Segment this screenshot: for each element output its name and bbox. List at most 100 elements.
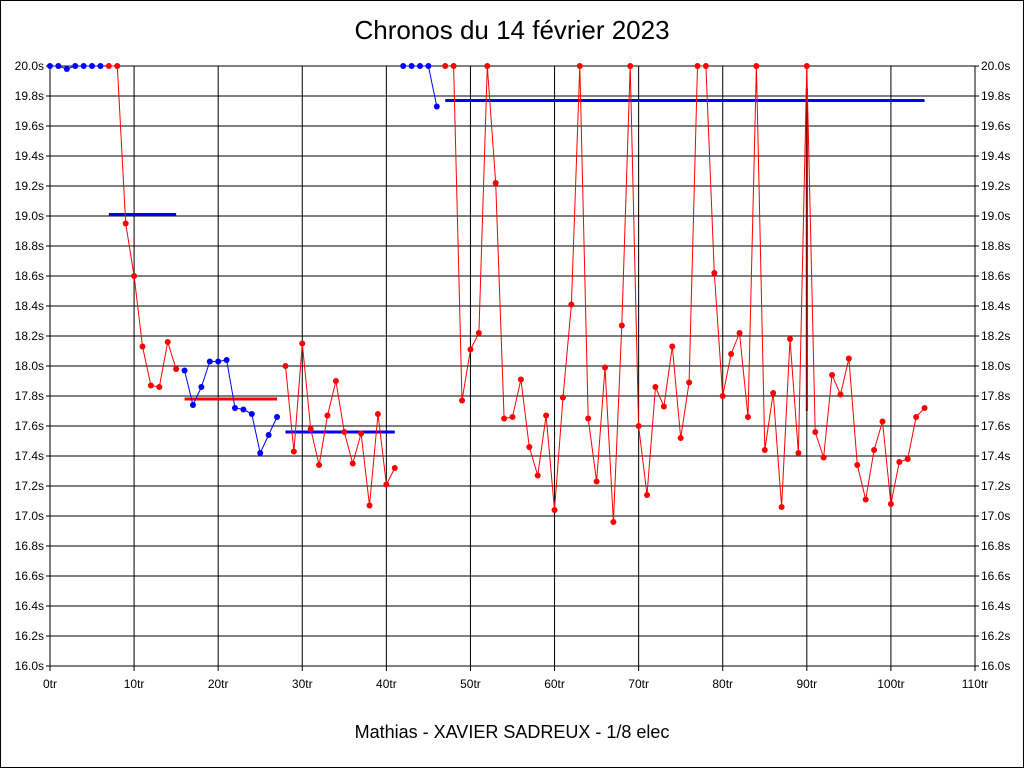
series-line: [285, 343, 396, 506]
y-tick-label-right: 17.0s: [981, 509, 1010, 523]
data-point: [97, 63, 104, 69]
data-point: [501, 415, 508, 422]
y-tick-label-right: 16.0s: [981, 659, 1010, 673]
series-line: [108, 65, 177, 388]
y-tick-label-right: 19.0s: [981, 209, 1010, 223]
data-point: [509, 414, 516, 420]
data-point: [778, 504, 785, 510]
y-tick-label-left: 18.6s: [15, 269, 44, 283]
data-point: [80, 63, 87, 69]
series-4: [400, 63, 440, 110]
x-tick-label: 30tr: [292, 677, 313, 691]
y-tick-label-right: 17.6s: [981, 419, 1010, 433]
data-point: [332, 378, 339, 384]
data-point: [223, 357, 230, 363]
series-line: [184, 359, 278, 455]
data-point: [105, 63, 112, 69]
x-tick-label: 0tr: [43, 677, 57, 691]
y-tick-label-left: 20.0s: [15, 59, 44, 73]
axes: [46, 65, 979, 671]
y-tick-label-left: 16.2s: [15, 629, 44, 643]
x-tick-label: 90tr: [796, 677, 817, 691]
data-point: [551, 507, 558, 513]
data-point: [299, 340, 306, 347]
data-point: [349, 460, 356, 467]
data-point: [635, 423, 642, 429]
y-tick-label-left: 17.8s: [15, 389, 44, 403]
data-point: [198, 384, 205, 390]
y-tick-label-right: 19.6s: [981, 119, 1010, 133]
data-point: [845, 355, 852, 362]
y-tick-label-left: 19.8s: [15, 89, 44, 103]
data-point: [391, 465, 398, 471]
data-point: [568, 301, 575, 308]
data-point: [265, 432, 272, 438]
y-tick-label-left: 19.2s: [15, 179, 44, 193]
chart-x-label: Mathias - XAVIER SADREUX - 1/8 elec: [354, 722, 670, 742]
data-point: [257, 450, 264, 456]
y-tick-label-right: 19.8s: [981, 89, 1010, 103]
grid-lines: [49, 65, 976, 667]
data-point: [820, 454, 827, 461]
x-tick-label: 100tr: [877, 677, 904, 691]
data-point: [72, 63, 79, 69]
data-point: [627, 63, 634, 69]
y-tick-label-right: 16.8s: [981, 539, 1010, 553]
data-point: [761, 447, 768, 453]
tick-labels: 0tr 10tr 20tr 30tr 40tr 50tr 60tr 70tr 80tr 90tr 1…: [15, 59, 1011, 691]
data-point: [400, 63, 407, 69]
data-point: [753, 63, 760, 69]
series-1: [105, 63, 180, 390]
data-point: [173, 366, 180, 372]
data-point: [854, 462, 861, 468]
y-tick-label-left: 19.6s: [15, 119, 44, 133]
y-tick-label-left: 16.0s: [15, 659, 44, 673]
data-point: [274, 414, 281, 420]
data-series: [47, 63, 928, 525]
y-tick-label-left: 17.6s: [15, 419, 44, 433]
series-3: [282, 340, 398, 509]
data-point: [921, 405, 928, 411]
data-point: [232, 405, 238, 411]
data-point: [719, 393, 726, 399]
data-point: [585, 415, 592, 422]
data-point: [492, 180, 499, 186]
y-tick-label-right: 16.2s: [981, 629, 1010, 643]
data-point: [459, 397, 466, 404]
data-point: [408, 63, 415, 69]
data-point: [610, 519, 617, 525]
data-point: [341, 429, 348, 435]
series-0: [47, 63, 104, 72]
y-tick-label-left: 17.0s: [15, 509, 44, 523]
data-point: [576, 63, 583, 69]
data-point: [147, 382, 154, 389]
y-tick-label-right: 19.2s: [981, 179, 1010, 193]
data-point: [282, 363, 289, 369]
data-point: [450, 63, 457, 69]
x-tick-label: 110tr: [962, 677, 988, 691]
y-tick-label-right: 16.4s: [981, 599, 1010, 613]
data-point: [543, 412, 550, 419]
data-point: [669, 343, 676, 350]
data-point: [517, 376, 524, 383]
data-point: [644, 492, 651, 498]
data-point: [526, 444, 533, 450]
data-point: [164, 339, 171, 345]
data-point: [879, 418, 886, 425]
x-tick-label: 80tr: [712, 677, 733, 691]
data-point: [55, 63, 62, 69]
data-point: [374, 411, 381, 417]
series-2: [181, 357, 281, 456]
y-tick-label-left: 18.2s: [15, 329, 44, 343]
y-tick-label-right: 17.2s: [981, 479, 1010, 493]
data-point: [896, 459, 903, 465]
y-tick-label-left: 19.0s: [15, 209, 44, 223]
data-point: [744, 414, 751, 420]
data-point: [324, 412, 331, 419]
data-point: [366, 502, 373, 509]
data-point: [206, 358, 213, 365]
y-tick-label-left: 16.8s: [15, 539, 44, 553]
data-point: [307, 426, 314, 432]
